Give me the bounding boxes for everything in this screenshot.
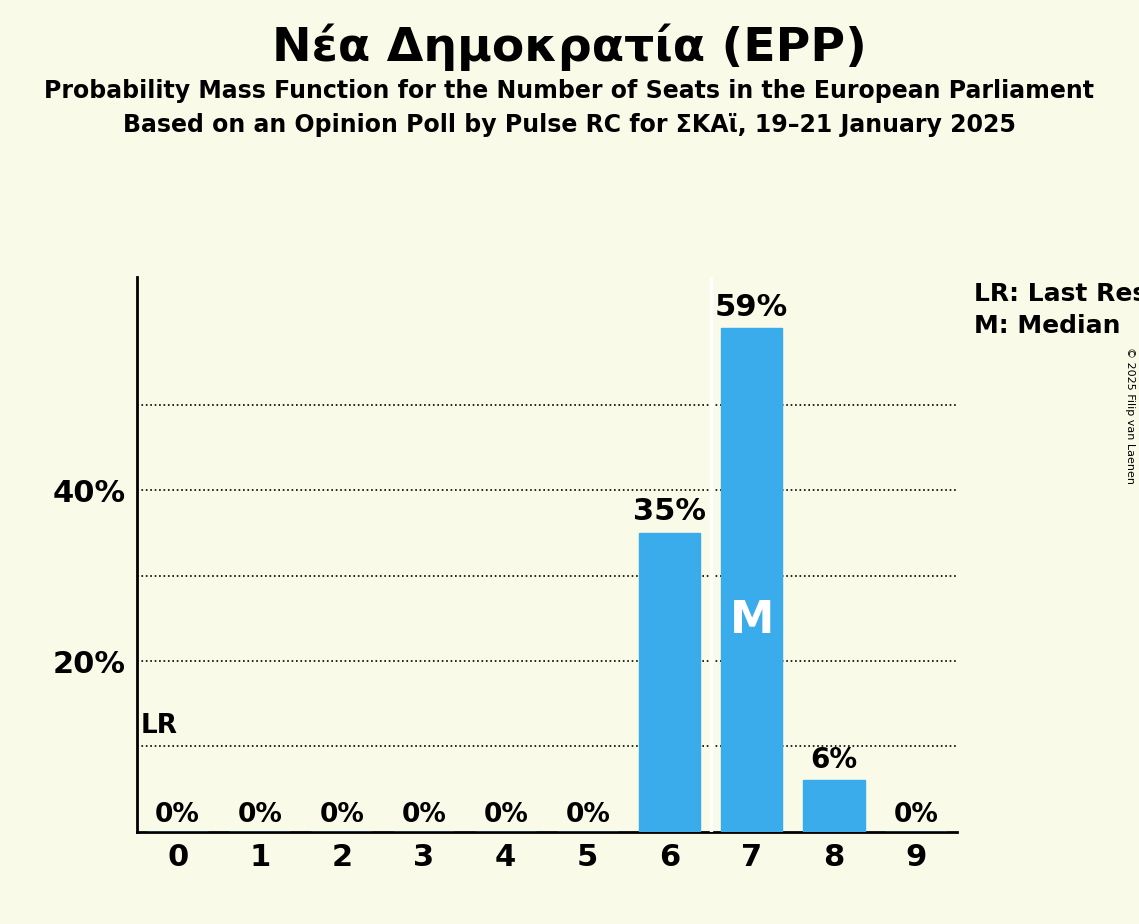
Bar — [721, 328, 782, 832]
Bar — [639, 533, 700, 832]
Text: 0%: 0% — [893, 802, 939, 828]
Text: Probability Mass Function for the Number of Seats in the European Parliament: Probability Mass Function for the Number… — [44, 79, 1095, 103]
Text: 35%: 35% — [633, 497, 706, 527]
Text: M: M — [730, 599, 773, 642]
Text: 0%: 0% — [319, 802, 364, 828]
Text: 0%: 0% — [155, 802, 200, 828]
Text: 0%: 0% — [565, 802, 611, 828]
Text: LR: Last Result: LR: Last Result — [974, 282, 1139, 306]
Text: 6%: 6% — [810, 746, 858, 773]
Text: 0%: 0% — [401, 802, 446, 828]
Text: M: Median: M: Median — [974, 314, 1121, 338]
Text: 0%: 0% — [483, 802, 528, 828]
Text: 59%: 59% — [715, 293, 788, 322]
Text: Based on an Opinion Poll by Pulse RC for ΣΚΑϊ, 19–21 January 2025: Based on an Opinion Poll by Pulse RC for… — [123, 113, 1016, 137]
Text: Νέα Δημοκρατία (EPP): Νέα Δημοκρατία (EPP) — [272, 23, 867, 70]
Text: © 2025 Filip van Laenen: © 2025 Filip van Laenen — [1125, 347, 1134, 484]
Text: 0%: 0% — [237, 802, 282, 828]
Text: LR: LR — [141, 713, 178, 739]
Bar — [803, 781, 865, 832]
